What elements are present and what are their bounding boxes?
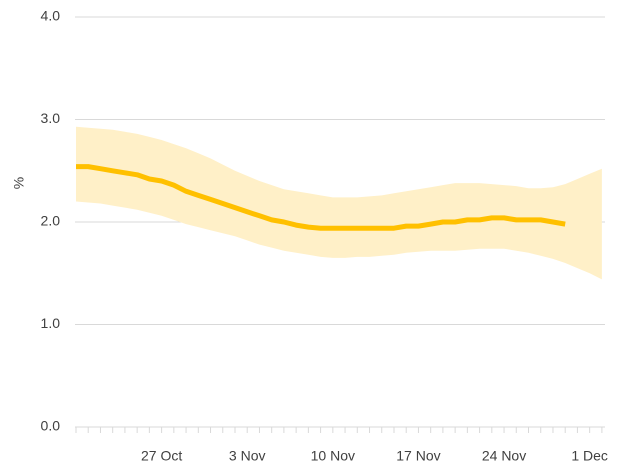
x-tick-label: 1 Dec bbox=[571, 448, 608, 464]
y-tick-label: 0.0 bbox=[41, 418, 61, 434]
y-tick-label: 2.0 bbox=[41, 213, 61, 229]
x-tick-label: 27 Oct bbox=[141, 448, 182, 464]
x-tick-label: 10 Nov bbox=[311, 448, 355, 464]
y-axis-label: % bbox=[11, 177, 27, 189]
y-tick-label: 1.0 bbox=[41, 315, 61, 331]
x-tick-label: 17 Nov bbox=[396, 448, 440, 464]
line bbox=[76, 164, 566, 231]
y-tick-label: 3.0 bbox=[41, 110, 61, 126]
y-tick-label: 4.0 bbox=[41, 8, 61, 24]
x-tick-label: 24 Nov bbox=[482, 448, 526, 464]
x-tick-label: 3 Nov bbox=[229, 448, 266, 464]
confidence-band bbox=[76, 126, 602, 280]
